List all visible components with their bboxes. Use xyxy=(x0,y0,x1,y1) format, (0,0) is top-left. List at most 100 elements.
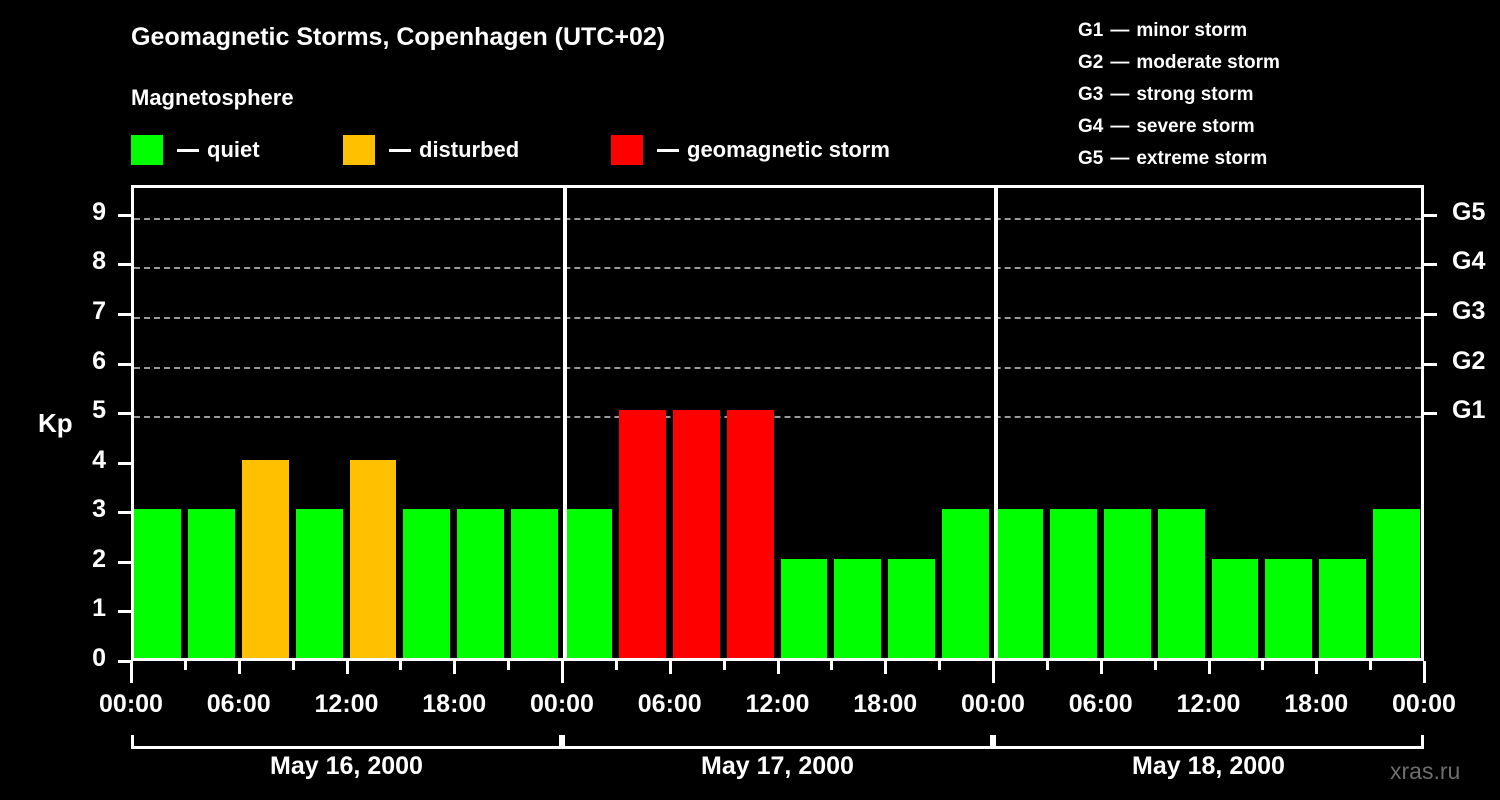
bar-16[interactable] xyxy=(996,509,1043,658)
x-minor-tick-11 xyxy=(722,661,726,670)
legend-dash-0 xyxy=(177,148,199,152)
bar-12[interactable] xyxy=(780,558,828,658)
g-scale-desc-g1: minor storm xyxy=(1136,19,1248,41)
y-tick-label-6: 6 xyxy=(92,346,106,375)
y-tick-4 xyxy=(118,461,131,465)
y-tick-9 xyxy=(118,213,131,217)
bar-1[interactable] xyxy=(187,509,235,658)
y-tick-label-4: 4 xyxy=(92,445,106,474)
x-tick-label-10: 12:00 xyxy=(1176,690,1241,718)
g-scale-dash-4: — xyxy=(1110,147,1130,169)
x-minor-tick-13 xyxy=(830,661,834,670)
bar-20[interactable] xyxy=(1211,558,1259,658)
page-title: Geomagnetic Storms, Copenhagen (UTC+02) xyxy=(131,23,666,51)
g-axis-label-g3: G3 xyxy=(1452,296,1486,325)
chart-subtitle: Magnetosphere xyxy=(131,85,294,110)
bar-19[interactable] xyxy=(1157,509,1205,658)
x-tick-label-7: 18:00 xyxy=(853,690,918,718)
x-tick-1 xyxy=(237,661,241,674)
legend-label-2: geomagnetic storm xyxy=(687,137,890,162)
bar-6[interactable] xyxy=(457,509,505,658)
day-label-2: May 18, 2000 xyxy=(1132,752,1285,780)
bar-11[interactable] xyxy=(726,410,774,658)
x-tick-5 xyxy=(668,661,672,674)
storm-swatch xyxy=(611,135,643,165)
y-tick-label-7: 7 xyxy=(92,296,106,325)
bar-2[interactable] xyxy=(241,459,289,658)
g-scale-legend: G1 — minor storm G2 — moderate storm G3 — strong… xyxy=(1078,14,1280,174)
bar-4[interactable] xyxy=(349,459,397,658)
y-tick-5 xyxy=(118,412,131,416)
bar-22[interactable] xyxy=(1319,558,1367,658)
x-tick-7 xyxy=(884,661,888,674)
gridline-kp-8 xyxy=(134,267,1421,270)
x-tick-label-3: 18:00 xyxy=(422,690,487,718)
bar-7[interactable] xyxy=(511,509,558,658)
day-bracket-2 xyxy=(993,735,1424,749)
legend-item-2: geomagnetic storm xyxy=(611,132,890,168)
bar-9[interactable] xyxy=(618,410,666,658)
x-minor-tick-15 xyxy=(938,661,942,670)
y-tick-8 xyxy=(118,263,131,267)
y-tick-label-9: 9 xyxy=(92,197,106,226)
x-minor-tick-17 xyxy=(1045,661,1049,670)
x-tick-label-6: 12:00 xyxy=(745,690,810,718)
bar-13[interactable] xyxy=(834,558,882,658)
x-tick-label-8: 00:00 xyxy=(961,690,1025,718)
x-tick-label-9: 06:00 xyxy=(1068,690,1133,718)
g-scale-dash-3: — xyxy=(1110,115,1130,137)
x-tick-label-5: 06:00 xyxy=(637,690,702,718)
g-scale-dash-1: — xyxy=(1110,51,1130,73)
y-tick-label-2: 2 xyxy=(92,544,106,573)
bar-10[interactable] xyxy=(672,410,720,658)
y-tick-label-3: 3 xyxy=(92,495,106,524)
g-axis-label-g1: G1 xyxy=(1452,396,1486,425)
g-scale-row-g5: G5 — extreme storm xyxy=(1078,142,1280,174)
x-tick-2 xyxy=(345,661,349,674)
x-minor-tick-23 xyxy=(1369,661,1373,670)
y-tick-2 xyxy=(118,560,131,564)
bar-21[interactable] xyxy=(1265,558,1313,658)
y-tick-1 xyxy=(118,610,131,614)
gridline-kp-7 xyxy=(134,316,1421,319)
x-tick-9 xyxy=(1099,661,1103,674)
bar-14[interactable] xyxy=(888,558,936,658)
bar-15[interactable] xyxy=(942,509,989,658)
x-tick-label-11: 18:00 xyxy=(1284,690,1349,718)
bar-18[interactable] xyxy=(1103,509,1151,658)
x-tick-0 xyxy=(130,661,133,683)
g-scale-code-g2: G2 xyxy=(1078,51,1104,73)
g-scale-code-g5: G5 xyxy=(1078,147,1104,169)
y-axis-title: Kp xyxy=(38,408,73,438)
bar-3[interactable] xyxy=(295,509,343,658)
watermark: xras.ru xyxy=(1390,758,1461,784)
g-scale-row-g2: G2 — moderate storm xyxy=(1078,46,1280,78)
legend-item-1: disturbed xyxy=(343,132,519,168)
y-tick-7 xyxy=(118,312,131,316)
g-scale-code-g1: G1 xyxy=(1078,19,1104,41)
x-tick-label-0: 00:00 xyxy=(99,690,163,718)
y-tick-label-8: 8 xyxy=(92,247,106,276)
y-tick-0 xyxy=(118,660,131,663)
bar-5[interactable] xyxy=(403,509,451,658)
x-tick-6 xyxy=(776,661,780,674)
g-scale-row-g1: G1 — minor storm xyxy=(1078,14,1280,46)
x-tick-label-2: 12:00 xyxy=(314,690,379,718)
legend-label-1: disturbed xyxy=(419,137,520,162)
g-tick-g5 xyxy=(1424,213,1437,217)
y-tick-label-5: 5 xyxy=(92,396,106,425)
bar-8[interactable] xyxy=(565,509,612,658)
disturbed-swatch xyxy=(343,135,375,165)
x-tick-label-4: 00:00 xyxy=(530,690,594,718)
g-axis-label-g4: G4 xyxy=(1452,247,1486,276)
y-tick-6 xyxy=(118,362,131,366)
g-tick-g4 xyxy=(1424,263,1437,267)
bar-23[interactable] xyxy=(1373,509,1420,658)
gridline-kp-6 xyxy=(134,366,1421,369)
legend-label-0: quiet xyxy=(207,137,260,162)
g-scale-desc-g3: strong storm xyxy=(1136,83,1254,105)
bar-17[interactable] xyxy=(1049,509,1097,658)
bar-0[interactable] xyxy=(134,509,181,658)
g-scale-desc-g2: moderate storm xyxy=(1136,51,1280,73)
